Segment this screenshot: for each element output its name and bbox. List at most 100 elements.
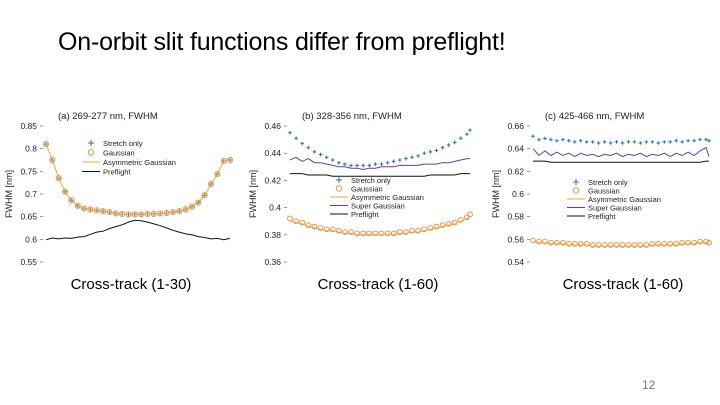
gaussian-point xyxy=(421,226,428,233)
legend-marker-circle xyxy=(87,149,95,156)
gaussian-point xyxy=(182,206,189,213)
gaussian-point xyxy=(311,223,318,230)
gaussian-point xyxy=(299,219,306,226)
gaussian-point xyxy=(571,241,578,247)
gaussian-point xyxy=(372,230,379,237)
legend-label: Stretch only xyxy=(588,178,628,187)
y-tick-label: 0.55 xyxy=(20,257,37,267)
gaussian-point xyxy=(565,241,572,247)
stretch-only-point xyxy=(355,163,359,168)
gaussian-point xyxy=(559,239,566,246)
stretch-only-point xyxy=(543,136,547,141)
legend-label: Preflight xyxy=(351,210,379,219)
gaussian-point xyxy=(348,229,354,235)
stretch-only-point xyxy=(465,132,469,136)
stretch-only-point xyxy=(584,140,589,144)
stretch-only-point xyxy=(330,158,335,162)
stretch-only-point xyxy=(662,140,667,144)
legend-label: Asymmetric Gaussian xyxy=(588,195,661,204)
stretch-only-point xyxy=(379,162,384,166)
stretch-only-point xyxy=(686,138,690,143)
gaussian-point xyxy=(637,242,644,248)
gaussian-point xyxy=(589,242,596,248)
stretch-only-point xyxy=(644,140,649,144)
y-tick-label: 0.4 xyxy=(269,203,281,213)
series-line-asymmetric-gaussian xyxy=(532,241,710,247)
caption-cross-track-b: Cross-track (1-60) xyxy=(317,276,439,293)
gaussian-point xyxy=(378,230,385,237)
stretch-only-point xyxy=(416,154,420,158)
gaussian-point xyxy=(667,241,674,247)
legend-label: Preflight xyxy=(588,212,616,221)
stretch-only-point xyxy=(349,163,353,168)
gaussian-point xyxy=(542,238,548,245)
stretch-only-point xyxy=(422,151,427,155)
legend-label: Super Gaussian xyxy=(588,204,642,213)
stretch-only-point xyxy=(440,145,445,150)
stretch-only-point xyxy=(385,160,390,165)
y-tick-label: 0.85 xyxy=(20,121,37,131)
stretch-only-point xyxy=(398,158,402,162)
stretch-only-point xyxy=(410,155,414,160)
gaussian-point xyxy=(74,202,81,209)
legend-marker-plus xyxy=(88,140,94,146)
y-tick-label: 0.54 xyxy=(507,257,524,267)
stretch-only-point xyxy=(324,155,329,160)
stretch-only-point xyxy=(373,162,378,166)
series-line-super-gaussian xyxy=(532,146,710,158)
gaussian-point xyxy=(445,221,452,227)
stretch-only-point xyxy=(391,159,396,164)
gaussian-point xyxy=(329,226,336,233)
stretch-only-point xyxy=(572,140,577,144)
chart-b-svg: (b) 328-356 nm, FWHM FWHM [nm] 0.46 0.44 0.4… xyxy=(248,111,473,267)
stretch-only-point xyxy=(452,140,457,145)
stretch-only-point xyxy=(434,148,439,153)
legend-marker-plus xyxy=(573,179,579,185)
gaussian-point xyxy=(548,239,554,246)
gaussian-point xyxy=(55,175,62,182)
y-tick-label: 0.65 xyxy=(20,212,37,222)
gaussian-point xyxy=(409,227,415,234)
chart-c-svg: (c) 425-466 nm, FWHM FWHM [nm] 0.66 0.64 0.6… xyxy=(491,111,712,267)
stretch-only-point xyxy=(343,162,347,166)
legend-label: Stretch only xyxy=(103,139,143,148)
stretch-only-point xyxy=(459,136,463,141)
gaussian-point xyxy=(342,229,348,235)
stretch-only-point xyxy=(300,141,305,146)
stretch-only-point xyxy=(578,138,583,143)
gaussian-point xyxy=(366,230,373,237)
stretch-only-point xyxy=(367,163,372,168)
gaussian-point xyxy=(679,239,686,246)
page-number: 12 xyxy=(642,378,656,392)
stretch-only-point xyxy=(468,128,472,132)
gaussian-point xyxy=(439,222,446,229)
chart-panel-a: (a) 269-277 nm, FWHM FWHM [nm] 0.85 0.8 0.75… xyxy=(4,108,240,272)
legend-label: Gaussian xyxy=(103,149,135,158)
stretch-only-point xyxy=(428,150,433,154)
gaussian-point xyxy=(68,197,75,204)
stretch-only-point xyxy=(620,141,625,145)
y-tick-label: 0.46 xyxy=(264,121,281,131)
stretch-only-point xyxy=(650,140,655,144)
stretch-only-point xyxy=(566,138,571,143)
gaussian-point xyxy=(354,230,360,237)
gaussian-point xyxy=(201,192,208,199)
y-tick-label: 0.6 xyxy=(512,189,524,199)
legend-label: Preflight xyxy=(103,168,131,177)
chart-title: (a) 269-277 nm, FWHM xyxy=(58,111,158,122)
y-tick-label: 0.66 xyxy=(507,121,524,131)
gaussian-point xyxy=(195,199,202,206)
gaussian-point xyxy=(685,239,691,246)
gaussian-point xyxy=(433,223,440,230)
gaussian-point xyxy=(317,225,324,231)
legend-label: Stretch only xyxy=(351,176,391,185)
series-line-asymmetric-gaussian xyxy=(289,216,471,236)
y-tick-label: 0.38 xyxy=(264,230,281,240)
y-axis-label: FWHM [nm] xyxy=(491,170,501,218)
y-tick-label: 0.64 xyxy=(507,144,524,154)
legend-label: Super Gaussian xyxy=(351,202,405,211)
y-axis-label: FWHM [nm] xyxy=(248,170,258,218)
stretch-only-point xyxy=(638,141,643,145)
y-tick-label: 0.36 xyxy=(264,257,281,267)
stretch-only-point xyxy=(626,140,631,144)
